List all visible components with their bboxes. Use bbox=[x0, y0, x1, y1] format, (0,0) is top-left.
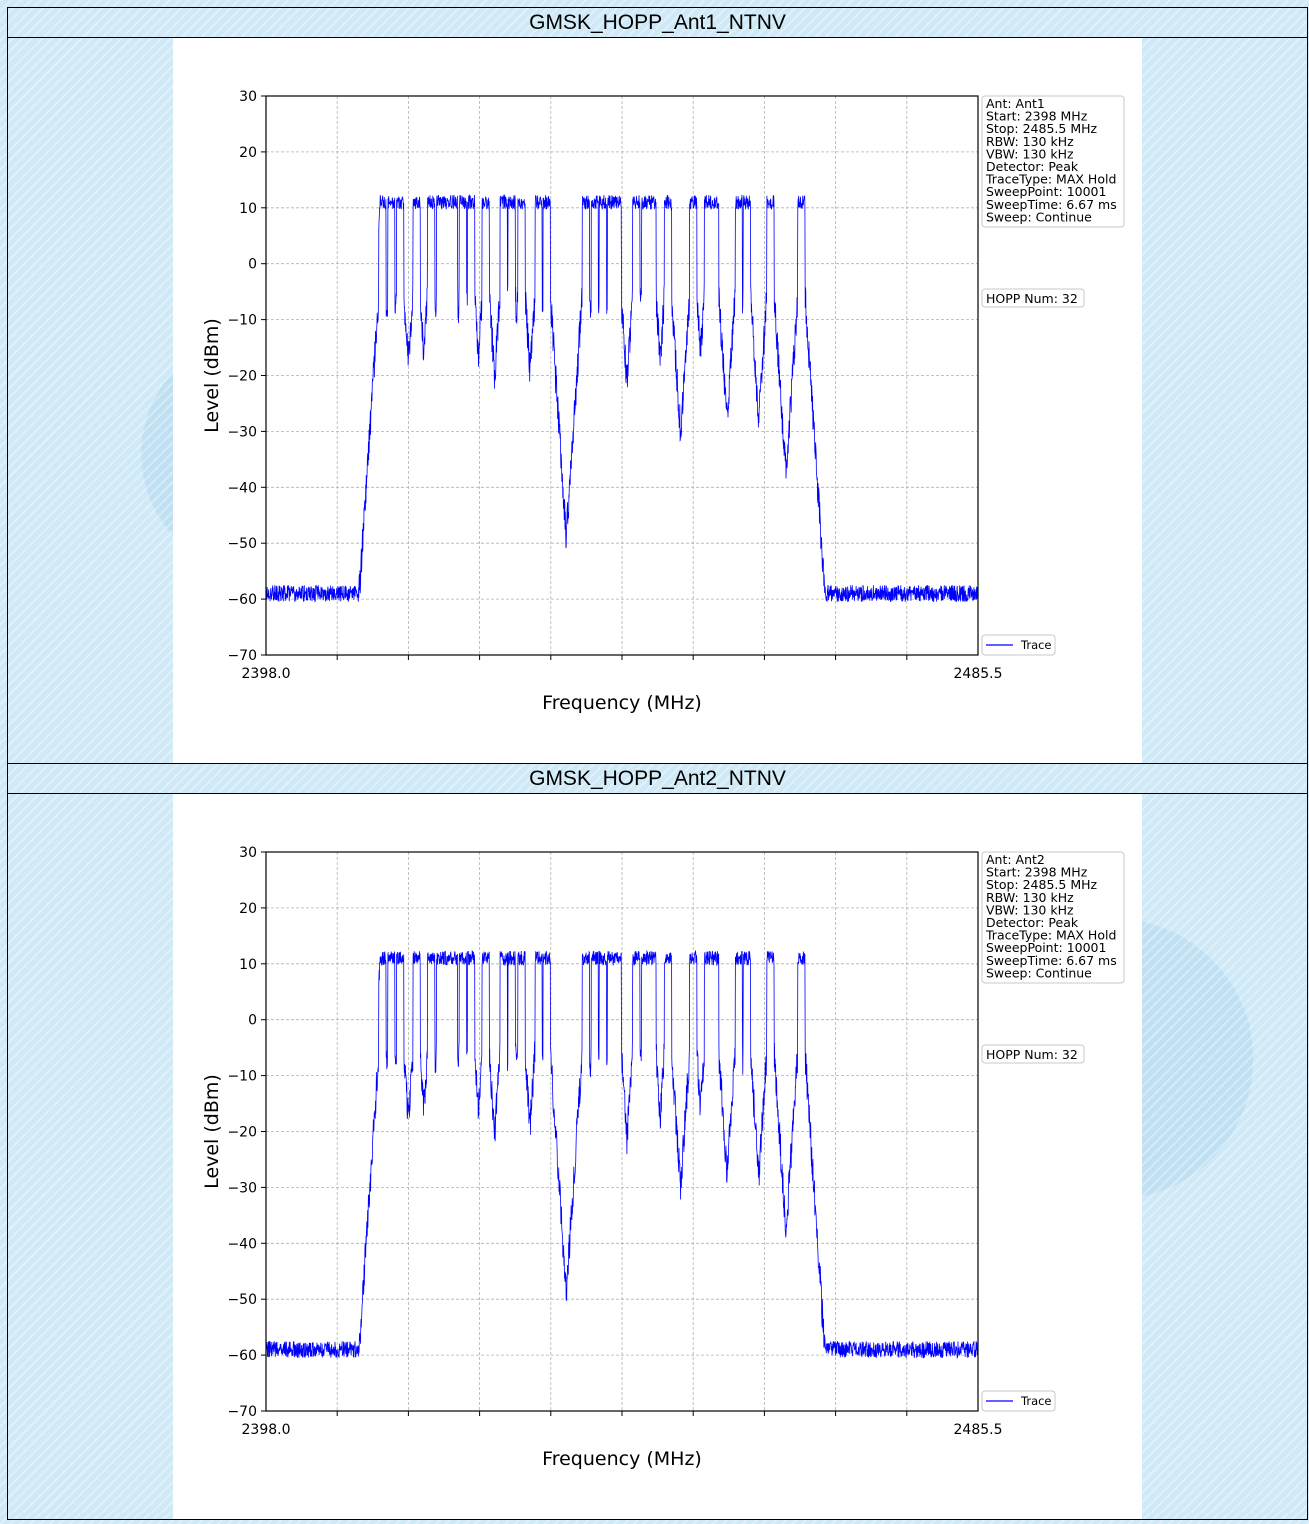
info-line: Detector: Peak bbox=[986, 915, 1079, 930]
y-tick-label: −10 bbox=[227, 1069, 257, 1085]
x-axis-label: Frequency (MHz) bbox=[542, 1448, 702, 1470]
y-tick-label: −40 bbox=[227, 1236, 257, 1252]
info-line: TraceType: MAX Hold bbox=[985, 928, 1116, 943]
info-line: Ant: Ant1 bbox=[986, 96, 1045, 111]
y-tick-label: −20 bbox=[227, 369, 257, 385]
hopp-box: HOPP Num: 32 bbox=[981, 1044, 1085, 1064]
y-tick-label: −60 bbox=[227, 592, 257, 608]
info-line: SweepPoint: 10001 bbox=[986, 940, 1106, 955]
y-tick-label: −50 bbox=[227, 1292, 257, 1308]
y-tick-label: −30 bbox=[227, 424, 257, 440]
x-axis-label: Frequency (MHz) bbox=[542, 692, 702, 714]
info-line: RBW: 130 kHz bbox=[986, 134, 1074, 149]
y-tick-label: −50 bbox=[227, 536, 257, 552]
info-line: Detector: Peak bbox=[986, 159, 1079, 174]
info-line: Start: 2398 MHz bbox=[986, 865, 1088, 880]
y-tick-label: 30 bbox=[239, 89, 257, 105]
legend-label: Trace bbox=[1020, 638, 1052, 652]
legend-frame bbox=[981, 1390, 1056, 1412]
y-tick-label: −10 bbox=[227, 313, 257, 329]
y-tick-label: −70 bbox=[227, 648, 257, 664]
legend: Trace bbox=[981, 634, 1056, 656]
hopp-box-frame bbox=[981, 1044, 1085, 1064]
y-axis-label: Level (dBm) bbox=[201, 1074, 223, 1189]
hopp-box: HOPP Num: 32 bbox=[981, 288, 1085, 308]
info-line: SweepTime: 6.67 ms bbox=[986, 197, 1117, 212]
info-line: Stop: 2485.5 MHz bbox=[986, 877, 1097, 892]
legend-frame bbox=[981, 634, 1056, 656]
x-tick-label: 2398.0 bbox=[242, 666, 291, 682]
info-line: RBW: 130 kHz bbox=[986, 890, 1074, 905]
report-table: GMSK_HOPP_Ant1_NTNV 30 20 10 0 −10 −20 −30 −40 −… bbox=[7, 7, 1308, 1520]
panel-1-plot: 30 20 10 0 −10 −20 −30 −40 −50 −60 −70 2398.0 2485.5… bbox=[173, 38, 1142, 763]
grid: 30 20 10 0 −10 −20 −30 −40 −50 −60 −70 bbox=[227, 89, 978, 664]
y-tick-label: 10 bbox=[239, 957, 257, 973]
info-box-frame bbox=[981, 95, 1125, 228]
x-tick-label: 2485.5 bbox=[954, 1422, 1003, 1438]
info-line: TraceType: MAX Hold bbox=[985, 172, 1116, 187]
x-tick-label: 2398.0 bbox=[242, 1422, 291, 1438]
x-tick-label: 2485.5 bbox=[954, 666, 1003, 682]
panel-1-title: GMSK_HOPP_Ant1_NTNV bbox=[7, 7, 1308, 38]
y-tick-label: 0 bbox=[248, 1013, 257, 1029]
info-line: Sweep: Continue bbox=[986, 965, 1092, 980]
panel-1-plot-cell: 30 20 10 0 −10 −20 −30 −40 −50 −60 −70 2398.0 2485.5… bbox=[7, 37, 1308, 764]
y-tick-label: 20 bbox=[239, 901, 257, 917]
panel-2-title: GMSK_HOPP_Ant2_NTNV bbox=[7, 763, 1308, 794]
y-tick-label: −60 bbox=[227, 1348, 257, 1364]
y-tick-label: 0 bbox=[248, 257, 257, 273]
panel-2-plot-cell: 30 20 10 0 −10 −20 −30 −40 −50 −60 −70 2398.0 2485.5… bbox=[7, 793, 1308, 1520]
hopp-label: HOPP Num: 32 bbox=[986, 1047, 1078, 1062]
y-tick-label: −30 bbox=[227, 1180, 257, 1196]
legend-label: Trace bbox=[1020, 1394, 1052, 1408]
y-axis-label: Level (dBm) bbox=[201, 318, 223, 433]
y-tick-label: 30 bbox=[239, 845, 257, 861]
trace-line bbox=[265, 949, 979, 1360]
spectrum-chart-1: 30 20 10 0 −10 −20 −30 −40 −50 −60 −70 2398.0 2485.5… bbox=[201, 89, 1125, 714]
y-tick-label: 20 bbox=[239, 145, 257, 161]
spectrum-chart-2: 30 20 10 0 −10 −20 −30 −40 −50 −60 −70 2398.0 2485.5… bbox=[201, 845, 1125, 1470]
plot-frame bbox=[265, 851, 979, 1412]
info-line: Stop: 2485.5 MHz bbox=[986, 121, 1097, 136]
plot-frame bbox=[265, 95, 979, 656]
info-line: Ant: Ant2 bbox=[986, 852, 1045, 867]
y-tick-label: −70 bbox=[227, 1404, 257, 1420]
hopp-label: HOPP Num: 32 bbox=[986, 291, 1078, 306]
y-tick-label: −40 bbox=[227, 480, 257, 496]
panel-2-plot: 30 20 10 0 −10 −20 −30 −40 −50 −60 −70 2398.0 2485.5… bbox=[173, 794, 1142, 1519]
legend: Trace bbox=[981, 1390, 1056, 1412]
info-line: Start: 2398 MHz bbox=[986, 109, 1088, 124]
info-line: VBW: 130 kHz bbox=[986, 146, 1074, 161]
y-tick-label: −20 bbox=[227, 1125, 257, 1141]
y-tick-label: 10 bbox=[239, 201, 257, 217]
grid: 30 20 10 0 −10 −20 −30 −40 −50 −60 −70 bbox=[227, 845, 978, 1420]
trace-line bbox=[265, 193, 979, 603]
info-line: VBW: 130 kHz bbox=[986, 902, 1074, 917]
info-box-frame bbox=[981, 851, 1125, 984]
info-line: SweepTime: 6.67 ms bbox=[986, 953, 1117, 968]
info-line: Sweep: Continue bbox=[986, 209, 1092, 224]
hopp-box-frame bbox=[981, 288, 1085, 308]
info-line: SweepPoint: 10001 bbox=[986, 184, 1106, 199]
